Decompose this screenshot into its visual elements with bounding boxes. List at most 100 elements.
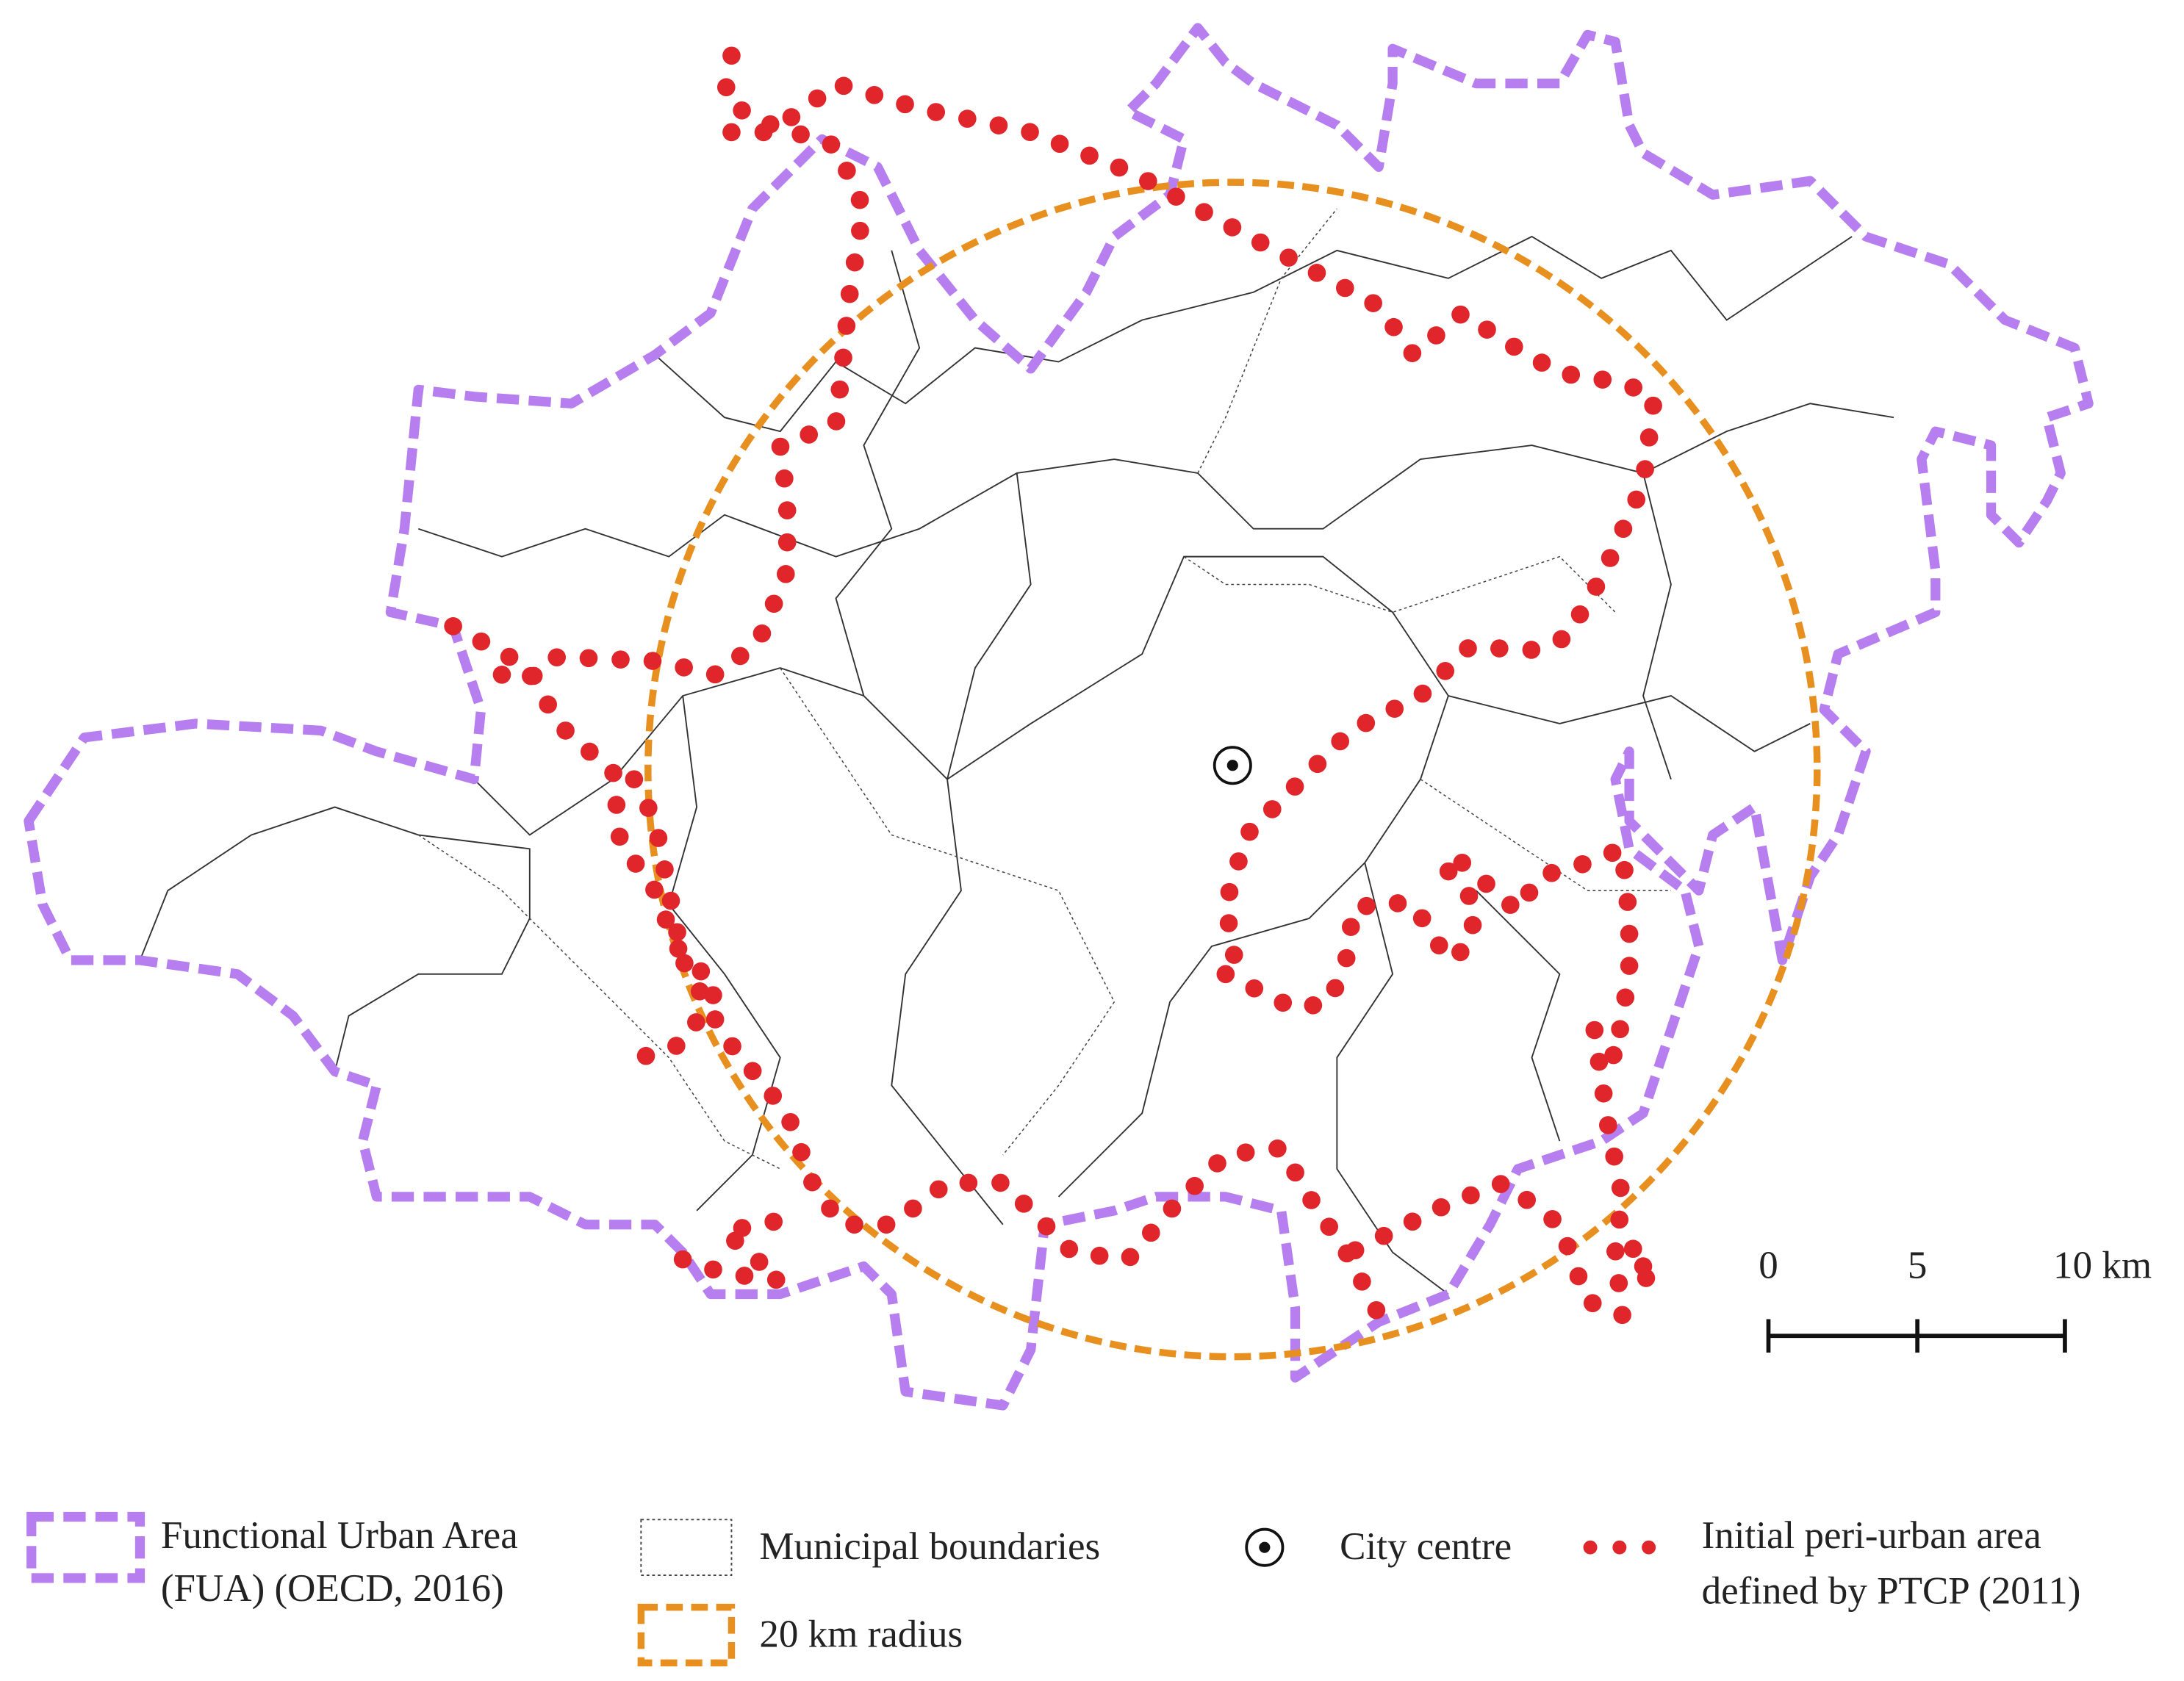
peri-urban-dot bbox=[673, 1250, 692, 1269]
legend-label: Municipal boundaries bbox=[759, 1525, 1100, 1568]
legend-fua-swatch bbox=[26, 1511, 146, 1583]
peri-urban-dot bbox=[1138, 172, 1157, 190]
peri-urban-dot bbox=[1302, 1191, 1321, 1209]
legend-dot bbox=[1642, 1540, 1656, 1555]
peri-urban-dot bbox=[791, 125, 810, 144]
legend-dot bbox=[1612, 1540, 1627, 1555]
peri-urban-dot bbox=[764, 1212, 783, 1231]
peri-urban-dot bbox=[743, 1062, 762, 1081]
scale-label: 0 bbox=[1759, 1245, 1778, 1287]
legend-label: Initial peri-urban area bbox=[1702, 1514, 2041, 1557]
peri-urban-dot bbox=[834, 76, 853, 96]
legend-label: (FUA) (OECD, 2016) bbox=[161, 1567, 504, 1610]
peri-urban-dot bbox=[547, 648, 567, 667]
peri-urban-dot bbox=[1570, 605, 1589, 624]
peri-urban-dot bbox=[667, 1037, 686, 1055]
peri-urban-dot bbox=[704, 1260, 722, 1279]
boundary bbox=[473, 555, 1449, 1198]
peri-urban-dot bbox=[1636, 460, 1654, 478]
peri-urban-dot bbox=[1623, 1239, 1642, 1259]
peri-urban-dot bbox=[669, 939, 688, 958]
peri-urban-dot bbox=[472, 632, 491, 651]
peri-urban-dot bbox=[1367, 1300, 1386, 1320]
peri-urban-dot bbox=[687, 1013, 705, 1032]
peri-urban-dot bbox=[1520, 883, 1539, 902]
peri-urban-dot bbox=[733, 101, 751, 120]
peri-urban-dot bbox=[1080, 146, 1099, 165]
peri-urban-dot bbox=[524, 666, 543, 685]
peri-urban-dot bbox=[1208, 1154, 1226, 1173]
peri-urban-dot bbox=[845, 253, 864, 272]
legend-centre-dot bbox=[1259, 1541, 1271, 1553]
peri-urban-dot bbox=[851, 221, 869, 240]
scale-bar bbox=[1766, 1319, 2067, 1353]
peri-urban-dot bbox=[1616, 988, 1635, 1007]
peri-urban-dot bbox=[1403, 344, 1422, 362]
peri-urban-dot bbox=[1491, 1175, 1510, 1193]
peri-urban-dot bbox=[775, 469, 794, 488]
peri-urban-dot bbox=[1331, 732, 1350, 751]
peri-urban-dot bbox=[822, 135, 841, 154]
peri-urban-dot bbox=[675, 658, 693, 677]
peri-urban-dot bbox=[500, 647, 519, 666]
peri-urban-dot bbox=[733, 1219, 752, 1237]
peri-urban-dot bbox=[803, 1173, 822, 1192]
peri-urban-dot bbox=[821, 1199, 839, 1218]
peri-urban-dot bbox=[1606, 1242, 1625, 1261]
peri-urban-dot bbox=[1163, 1199, 1182, 1218]
peri-urban-dot bbox=[723, 1037, 741, 1056]
peri-urban-dot bbox=[579, 649, 598, 668]
peri-urban-dot bbox=[1285, 777, 1304, 796]
peri-urban-dot bbox=[1341, 918, 1360, 936]
peri-urban-dot bbox=[1463, 915, 1482, 935]
peri-urban-dot bbox=[1384, 317, 1403, 336]
peri-urban-dot bbox=[1478, 320, 1496, 339]
peri-urban-dot bbox=[958, 109, 977, 128]
peri-urban-dot bbox=[610, 827, 629, 846]
peri-urban-dot bbox=[1245, 979, 1264, 998]
peri-urban-dot bbox=[607, 796, 626, 814]
peri-urban-dot bbox=[1014, 1195, 1033, 1213]
peri-urban-dot bbox=[989, 116, 1008, 134]
peri-urban-dot bbox=[1569, 1267, 1588, 1286]
peri-urban-dot bbox=[1364, 294, 1382, 312]
peri-urban-dot bbox=[722, 123, 741, 142]
boundary bbox=[835, 250, 921, 696]
peri-urban-dot bbox=[639, 799, 658, 817]
legend-label: City centre bbox=[1340, 1525, 1512, 1568]
boundary bbox=[946, 472, 1032, 780]
peri-urban-dot bbox=[1110, 158, 1129, 177]
boundary bbox=[1197, 208, 1337, 474]
peri-urban-dot bbox=[800, 425, 819, 444]
peri-urban-dot bbox=[1346, 1241, 1365, 1260]
peri-urban-dot bbox=[1490, 639, 1509, 658]
peri-urban-dot bbox=[877, 1215, 896, 1234]
peri-urban-dot bbox=[1223, 218, 1242, 237]
peri-urban-dot bbox=[1618, 893, 1637, 911]
peri-urban-dot bbox=[904, 1199, 922, 1218]
peri-urban-dot bbox=[1436, 661, 1455, 680]
peri-urban-dot bbox=[764, 1087, 783, 1105]
peri-urban-dot bbox=[777, 501, 797, 519]
peri-urban-dot bbox=[1611, 1020, 1629, 1039]
peri-urban-dot bbox=[776, 565, 795, 583]
peri-urban-dot bbox=[1604, 1045, 1623, 1065]
peri-urban-dot bbox=[626, 854, 645, 873]
peri-urban-dot bbox=[1543, 1210, 1562, 1228]
peri-urban-dot bbox=[837, 317, 856, 335]
peri-urban-dot bbox=[1620, 924, 1639, 943]
peri-urban-dot bbox=[1542, 863, 1561, 882]
peri-urban-dot bbox=[1615, 860, 1634, 879]
boundary bbox=[417, 834, 781, 1170]
peri-urban-dot bbox=[840, 284, 859, 303]
peri-urban-dot bbox=[777, 533, 797, 552]
peri-urban-dot bbox=[1037, 1217, 1056, 1236]
peri-urban-dot bbox=[1459, 887, 1479, 905]
peri-urban-dot bbox=[1374, 1226, 1393, 1245]
peri-urban-dot bbox=[661, 891, 680, 910]
peri-urban-dot bbox=[645, 880, 664, 899]
legend-label: defined by PTCP (2011) bbox=[1702, 1570, 2081, 1613]
peri-urban-dot bbox=[1552, 630, 1571, 649]
peri-urban-dot bbox=[722, 46, 741, 65]
peri-urban-dot bbox=[643, 652, 662, 670]
